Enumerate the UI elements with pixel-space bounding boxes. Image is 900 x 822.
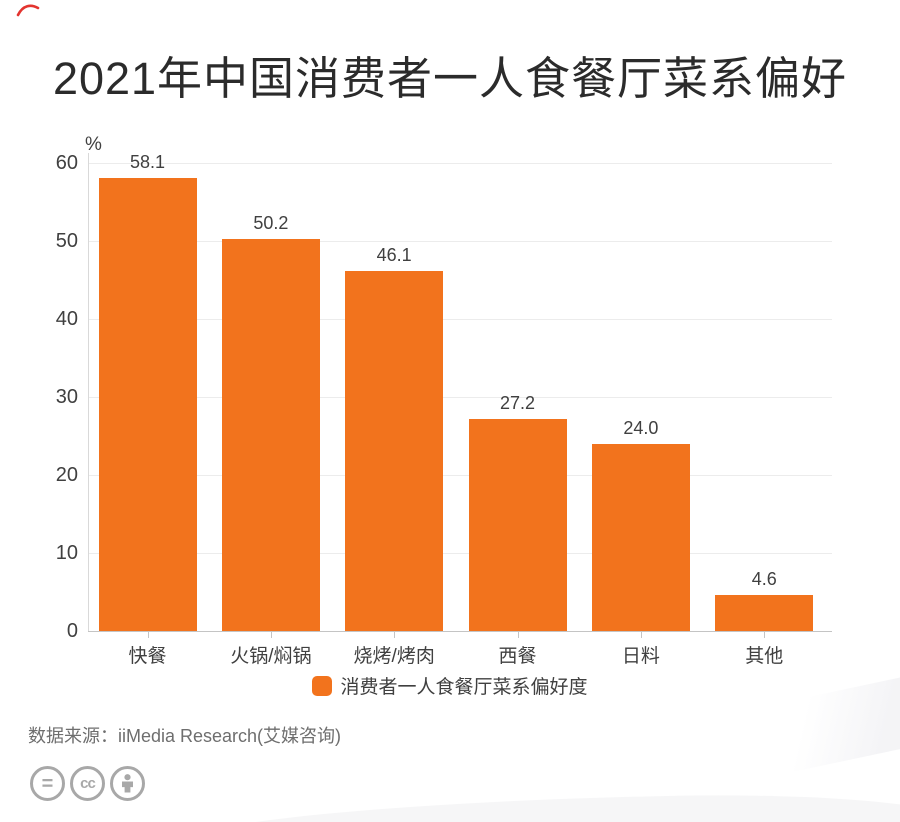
- chart-title: 2021年中国消费者一人食餐厅菜系偏好: [52, 53, 848, 104]
- bar: [345, 271, 444, 631]
- category-tick: [640, 632, 642, 638]
- bar-value-label: 27.2: [500, 392, 536, 413]
- bar: [221, 239, 320, 631]
- bar-value-label: 58.1: [129, 151, 166, 172]
- category-label: 西餐: [498, 646, 537, 667]
- category-label: 快餐: [128, 646, 167, 667]
- attribution-person-icon: [110, 766, 145, 801]
- category-tick: [394, 632, 396, 638]
- equals-license-icon: =: [30, 766, 65, 801]
- y-tick-label: 20: [55, 464, 78, 486]
- legend-label: 消费者一人食餐厅菜系偏好度: [340, 677, 588, 698]
- y-tick-label: 30: [55, 386, 78, 408]
- y-tick-label: 60: [55, 152, 78, 174]
- grid-line: [88, 397, 832, 398]
- x-axis-line: [88, 631, 832, 632]
- category-tick: [270, 632, 272, 638]
- category-tick: [147, 632, 149, 638]
- category-label: 火锅/焖锅: [230, 646, 312, 667]
- y-axis-line: [88, 153, 89, 631]
- bar: [98, 177, 197, 631]
- bar-value-label: 4.6: [751, 569, 777, 590]
- bar-value-label: 46.1: [376, 245, 412, 266]
- y-tick-label: 40: [55, 308, 78, 330]
- category-label: 其他: [745, 646, 784, 667]
- y-tick-label: 50: [55, 230, 78, 252]
- chart-legend: 消费者一人食餐厅菜系偏好度: [0, 672, 900, 699]
- category-label: 烧烤/烤肉: [353, 646, 435, 667]
- bar: [468, 418, 567, 631]
- grid-line: [88, 475, 832, 476]
- category-tick: [764, 632, 766, 638]
- y-tick-label: 10: [55, 542, 78, 564]
- category-tick: [517, 632, 519, 638]
- y-tick-label: 0: [66, 620, 78, 642]
- license-badges: = cc: [30, 766, 145, 801]
- y-axis-unit-label: %: [85, 134, 102, 155]
- grid-line: [88, 319, 832, 320]
- grid-line: [88, 241, 832, 242]
- data-source-caption: 数据来源：iiMedia Research(艾媒咨询): [28, 726, 342, 746]
- bar: [591, 443, 690, 631]
- grid-line: [88, 553, 832, 554]
- bar-value-label: 24.0: [623, 417, 659, 438]
- bar-value-label: 50.2: [253, 213, 289, 234]
- legend-color-swatch: [312, 675, 333, 696]
- red-corner-mark: [16, 4, 40, 17]
- cc-license-icon: cc: [70, 766, 105, 801]
- grid-line: [88, 163, 832, 164]
- bar: [715, 595, 814, 631]
- category-label: 日料: [621, 646, 660, 667]
